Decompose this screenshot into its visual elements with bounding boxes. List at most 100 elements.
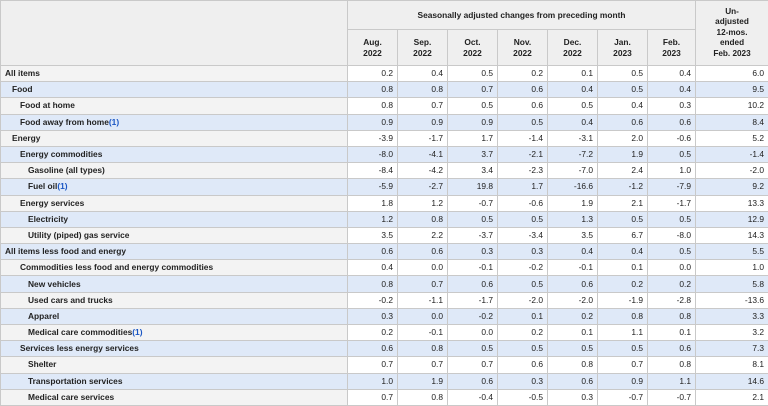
value-cell: 0.5 <box>448 66 498 82</box>
value-cell: -0.4 <box>448 389 498 405</box>
value-cell: -2.1 <box>498 146 548 162</box>
unadjusted-cell: 9.5 <box>696 82 768 98</box>
footnote-link[interactable]: (1) <box>132 327 142 337</box>
value-cell: 0.8 <box>398 341 448 357</box>
value-cell: 0.5 <box>548 98 598 114</box>
unadjusted-cell: 6.0 <box>696 66 768 82</box>
footnote-link[interactable]: (1) <box>57 181 67 191</box>
row-label: Gasoline (all types) <box>1 163 348 179</box>
value-cell: -0.1 <box>448 260 498 276</box>
row-label: Electricity <box>1 211 348 227</box>
value-cell: 3.5 <box>548 227 598 243</box>
unadjusted-cell: 3.3 <box>696 308 768 324</box>
value-cell: -0.2 <box>348 292 398 308</box>
row-label: Utility (piped) gas service <box>1 227 348 243</box>
value-cell: 0.8 <box>398 211 448 227</box>
table-row: Used cars and trucks-0.2-1.1-1.7-2.0-2.0… <box>1 292 768 308</box>
value-cell: 3.7 <box>448 146 498 162</box>
value-cell: 0.4 <box>348 260 398 276</box>
value-cell: -0.5 <box>498 389 548 405</box>
unadjusted-cell: 13.3 <box>696 195 768 211</box>
value-cell: -2.7 <box>398 179 448 195</box>
value-cell: 0.2 <box>648 276 696 292</box>
value-cell: 0.5 <box>598 341 648 357</box>
value-cell: 0.6 <box>398 244 448 260</box>
value-cell: 0.7 <box>398 357 448 373</box>
value-cell: 0.4 <box>648 66 696 82</box>
value-cell: -1.4 <box>498 130 548 146</box>
value-cell: -1.7 <box>448 292 498 308</box>
value-cell: -1.1 <box>398 292 448 308</box>
value-cell: 0.0 <box>448 325 498 341</box>
month-header: Nov.2022 <box>498 30 548 66</box>
unadjusted-cell: 14.6 <box>696 373 768 389</box>
value-cell: 0.8 <box>348 98 398 114</box>
value-cell: 1.2 <box>348 211 398 227</box>
month-header: Aug.2022 <box>348 30 398 66</box>
value-cell: 0.1 <box>648 325 696 341</box>
value-cell: 0.5 <box>498 211 548 227</box>
value-cell: 0.4 <box>548 244 598 260</box>
row-label: Transportation services <box>1 373 348 389</box>
value-cell: 0.8 <box>648 357 696 373</box>
value-cell: 0.7 <box>348 389 398 405</box>
row-label: Energy commodities <box>1 146 348 162</box>
value-cell: -1.7 <box>398 130 448 146</box>
unadjusted-cell: 1.0 <box>696 260 768 276</box>
value-cell: -4.2 <box>398 163 448 179</box>
value-cell: 0.6 <box>348 244 398 260</box>
value-cell: 0.8 <box>348 82 398 98</box>
value-cell: 0.5 <box>548 341 598 357</box>
value-cell: 0.8 <box>598 308 648 324</box>
value-cell: -0.2 <box>448 308 498 324</box>
value-cell: 0.3 <box>548 389 598 405</box>
value-cell: -2.0 <box>498 292 548 308</box>
row-label: Medical care commodities(1) <box>1 325 348 341</box>
value-cell: 0.7 <box>398 98 448 114</box>
unadjusted-cell: 5.8 <box>696 276 768 292</box>
value-cell: 0.6 <box>598 114 648 130</box>
value-cell: -7.2 <box>548 146 598 162</box>
value-cell: 1.1 <box>598 325 648 341</box>
value-cell: 0.6 <box>448 276 498 292</box>
value-cell: 0.8 <box>398 389 448 405</box>
value-cell: 0.9 <box>448 114 498 130</box>
value-cell: 0.1 <box>548 66 598 82</box>
row-label: New vehicles <box>1 276 348 292</box>
value-cell: -1.9 <box>598 292 648 308</box>
value-cell: 0.7 <box>598 357 648 373</box>
value-cell: 0.6 <box>548 373 598 389</box>
value-cell: 0.4 <box>598 244 648 260</box>
value-cell: -0.7 <box>598 389 648 405</box>
value-cell: 1.3 <box>548 211 598 227</box>
value-cell: -1.7 <box>648 195 696 211</box>
value-cell: 0.7 <box>348 357 398 373</box>
value-cell: 0.3 <box>498 373 548 389</box>
value-cell: 1.7 <box>498 179 548 195</box>
unadjusted-cell: -2.0 <box>696 163 768 179</box>
value-cell: 1.9 <box>598 146 648 162</box>
value-cell: 0.5 <box>448 341 498 357</box>
row-label: Food at home <box>1 98 348 114</box>
month-header: Dec.2022 <box>548 30 598 66</box>
row-label: Shelter <box>1 357 348 373</box>
value-cell: 0.2 <box>348 66 398 82</box>
unadjusted-cell: 14.3 <box>696 227 768 243</box>
value-cell: -7.0 <box>548 163 598 179</box>
footnote-link[interactable]: (1) <box>109 117 119 127</box>
value-cell: -5.9 <box>348 179 398 195</box>
value-cell: -0.6 <box>648 130 696 146</box>
unadjusted-cell: 2.1 <box>696 389 768 405</box>
value-cell: 0.7 <box>398 276 448 292</box>
unadjusted-cell: -1.4 <box>696 146 768 162</box>
value-cell: 0.5 <box>648 211 696 227</box>
